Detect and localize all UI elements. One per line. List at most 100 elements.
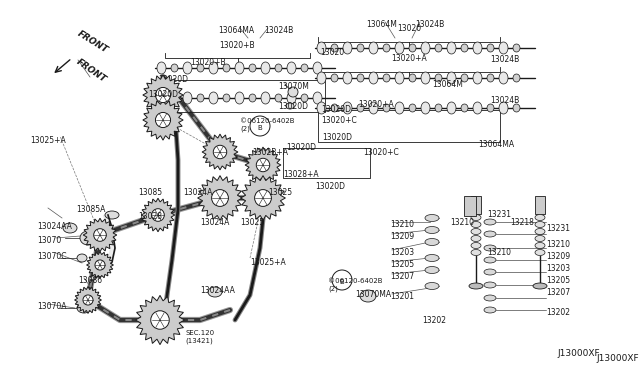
Text: 13085A: 13085A [76,205,106,214]
Text: FRONT: FRONT [76,29,110,55]
Ellipse shape [461,44,468,52]
Ellipse shape [513,104,520,112]
Ellipse shape [487,74,494,82]
Ellipse shape [223,94,230,102]
Ellipse shape [171,94,178,102]
Text: 13028+A: 13028+A [283,170,319,179]
Ellipse shape [343,102,352,114]
Text: 13207: 13207 [390,272,414,281]
Circle shape [213,145,227,159]
Text: 13020D: 13020D [322,133,352,142]
Ellipse shape [461,104,468,112]
Text: 13085: 13085 [138,188,162,197]
Ellipse shape [471,243,481,248]
Polygon shape [245,147,281,183]
Text: 13020+A: 13020+A [391,54,427,63]
Ellipse shape [487,104,494,112]
Ellipse shape [471,235,481,241]
Bar [535,196,545,214]
Text: 13020D: 13020D [286,143,316,152]
Ellipse shape [395,42,404,54]
Ellipse shape [313,62,322,74]
Text: 13202: 13202 [422,316,446,325]
Ellipse shape [80,231,96,245]
Text: 13024B: 13024B [415,20,444,29]
Ellipse shape [197,94,204,102]
Circle shape [332,270,352,290]
Polygon shape [143,75,183,115]
Ellipse shape [473,102,482,114]
Ellipse shape [331,74,338,82]
Text: 13020+B: 13020+B [219,41,255,50]
Ellipse shape [425,227,439,234]
Ellipse shape [535,221,545,228]
Ellipse shape [287,62,296,74]
Ellipse shape [447,42,456,54]
Circle shape [95,260,105,270]
Text: 13024B: 13024B [264,26,293,35]
Text: 13024AA: 13024AA [37,222,72,231]
Circle shape [250,116,270,136]
Ellipse shape [535,228,545,234]
Bar [471,196,481,214]
Polygon shape [86,251,113,278]
Ellipse shape [357,104,364,112]
Circle shape [255,190,271,206]
Ellipse shape [383,74,390,82]
Text: 13064MA: 13064MA [478,140,514,149]
Ellipse shape [343,42,352,54]
Text: 13070A: 13070A [37,302,67,311]
Polygon shape [136,295,184,344]
Text: 13207: 13207 [546,288,570,297]
Polygon shape [83,218,116,252]
Text: 13020D: 13020D [315,182,345,191]
Ellipse shape [63,223,77,233]
Ellipse shape [288,87,298,97]
Ellipse shape [313,92,322,104]
Ellipse shape [471,228,481,234]
Text: 13020+C: 13020+C [321,116,356,125]
Text: 1302B+A: 1302B+A [252,148,288,157]
Ellipse shape [473,42,482,54]
Ellipse shape [425,215,439,221]
Polygon shape [141,198,175,232]
Ellipse shape [197,64,204,72]
Ellipse shape [484,282,496,288]
Ellipse shape [301,64,308,72]
Text: ©06120-6402B
(2): ©06120-6402B (2) [328,278,383,292]
Ellipse shape [535,243,545,248]
Ellipse shape [499,72,508,84]
Ellipse shape [369,42,378,54]
Ellipse shape [317,42,326,54]
Ellipse shape [357,74,364,82]
Text: 13070M: 13070M [278,82,309,91]
Ellipse shape [435,104,442,112]
Text: 13210: 13210 [546,240,570,249]
Text: 13201: 13201 [390,292,414,301]
Ellipse shape [395,72,404,84]
Text: B: B [340,279,344,285]
Circle shape [93,229,106,241]
Text: 13020D: 13020D [278,102,308,111]
Text: 13202: 13202 [546,308,570,317]
Ellipse shape [425,238,439,246]
Text: 13205: 13205 [390,260,414,269]
Ellipse shape [249,94,256,102]
Ellipse shape [461,74,468,82]
Text: 13020D: 13020D [158,75,188,84]
Ellipse shape [533,283,547,289]
Text: 13024B: 13024B [490,55,519,64]
Text: 13025: 13025 [268,188,292,197]
Circle shape [256,158,269,172]
Ellipse shape [77,303,91,313]
Ellipse shape [409,104,416,112]
Ellipse shape [369,102,378,114]
Circle shape [83,295,93,305]
Ellipse shape [435,74,442,82]
Ellipse shape [421,102,430,114]
Text: 13028: 13028 [138,212,162,221]
Ellipse shape [287,92,296,104]
Ellipse shape [471,221,481,228]
Ellipse shape [484,269,496,275]
Text: 13231: 13231 [546,224,570,233]
